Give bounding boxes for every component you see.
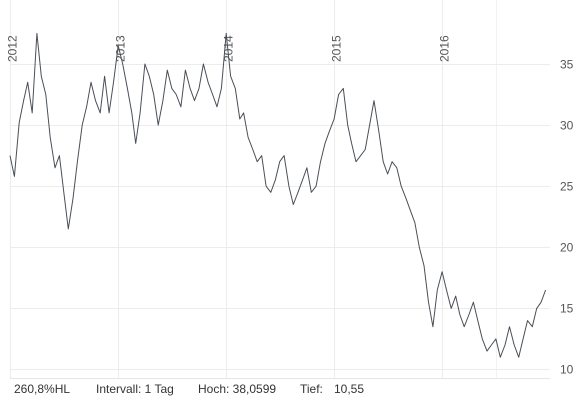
low-label: Tief: (300, 382, 323, 396)
series-layer (9, 32, 547, 358)
low-value: 10,55 (334, 382, 365, 396)
y-tick-label: 35 (560, 58, 574, 72)
hl-percentage: 260,8%HL (14, 382, 71, 396)
x-year-label: 2013 (114, 35, 128, 62)
x-year-label: 2016 (438, 35, 452, 62)
y-tick-label: 10 (560, 363, 574, 377)
vertical-gridlines (10, 0, 497, 378)
high-value: Hoch: 38,0599 (198, 382, 277, 396)
y-tick-label: 25 (560, 180, 574, 194)
chart-footer: 260,8%HL Intervall: 1 Tag Hoch: 38,0599 … (0, 379, 584, 401)
price-series-line (9, 32, 547, 358)
x-year-label: 2015 (330, 35, 344, 62)
x-year-labels: 2012 2013 2014 2015 2016 (6, 35, 452, 62)
horizontal-gridlines (10, 64, 550, 370)
y-tick-label: 30 (560, 119, 574, 133)
interval-label: Intervall: 1 Tag (96, 382, 174, 396)
y-tick-label: 15 (560, 302, 574, 316)
y-tick-labels: 10 15 20 25 30 35 (560, 58, 574, 377)
y-tick-label: 20 (560, 241, 574, 255)
x-year-label: 2012 (6, 35, 20, 62)
